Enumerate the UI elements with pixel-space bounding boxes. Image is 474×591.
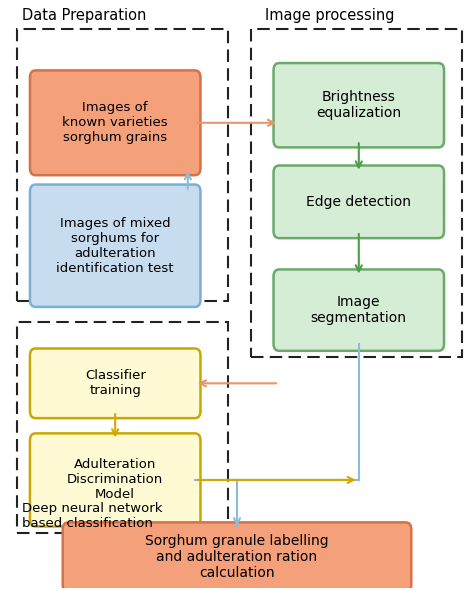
- Text: Classifier
training: Classifier training: [85, 369, 146, 397]
- Text: Sorghum granule labelling
and adulteration ration
calculation: Sorghum granule labelling and adulterati…: [145, 534, 329, 580]
- Text: Data Preparation: Data Preparation: [21, 8, 146, 23]
- Text: Images of
known varieties
sorghum grains: Images of known varieties sorghum grains: [63, 101, 168, 144]
- FancyBboxPatch shape: [30, 433, 201, 527]
- Text: Images of mixed
sorghums for
adulteration
identification test: Images of mixed sorghums for adulteratio…: [56, 217, 174, 275]
- FancyBboxPatch shape: [30, 349, 201, 418]
- Text: Brightness
equalization: Brightness equalization: [316, 90, 401, 121]
- Text: Image processing: Image processing: [265, 8, 395, 23]
- Text: Adulteration
Discrimination
Model: Adulteration Discrimination Model: [67, 459, 164, 501]
- FancyBboxPatch shape: [273, 165, 444, 238]
- FancyBboxPatch shape: [63, 522, 411, 591]
- FancyBboxPatch shape: [273, 63, 444, 147]
- Text: Edge detection: Edge detection: [306, 195, 411, 209]
- FancyBboxPatch shape: [30, 70, 201, 175]
- FancyBboxPatch shape: [273, 269, 444, 351]
- Text: Deep neural network
based classification: Deep neural network based classification: [21, 502, 162, 530]
- FancyBboxPatch shape: [30, 184, 201, 307]
- Text: Image
segmentation: Image segmentation: [311, 295, 407, 325]
